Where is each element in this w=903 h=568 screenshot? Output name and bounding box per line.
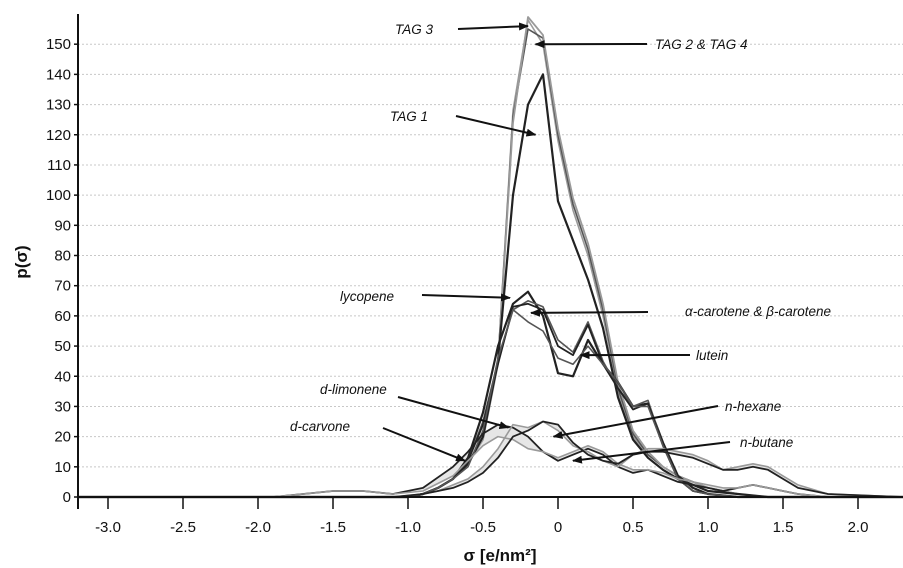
y-tick-label: 100 <box>46 187 71 204</box>
x-tick-label: -0.5 <box>470 519 496 536</box>
annotation-label: α-carotene & β-carotene <box>685 304 831 319</box>
x-tick-label: -1.0 <box>395 519 421 536</box>
y-tick-label: 40 <box>54 368 71 385</box>
x-tick-label: 0 <box>554 519 562 536</box>
annotation-arrow <box>552 405 719 439</box>
series-line <box>78 420 903 498</box>
x-tick-label: 1.5 <box>773 519 794 536</box>
annotation-label: TAG 1 <box>390 109 428 124</box>
y-tick-label: 30 <box>54 398 71 415</box>
annotation-label: d-carvone <box>290 419 350 434</box>
x-tick-label: 2.0 <box>848 519 869 536</box>
annotation-arrow <box>397 396 510 430</box>
annotation-label: n-hexane <box>725 399 781 414</box>
annotation-label: TAG 3 <box>395 22 434 37</box>
y-tick-label: 150 <box>46 36 71 53</box>
series-line <box>78 16 903 498</box>
y-tick-label: 50 <box>54 338 71 355</box>
y-tick-label: 20 <box>54 429 71 446</box>
annotation-label: d-limonene <box>320 382 387 397</box>
y-axis-label: p(σ) <box>12 245 31 278</box>
y-tick-label: 140 <box>46 66 71 83</box>
y-tick-label: 60 <box>54 308 71 325</box>
annotation-arrow <box>382 427 466 462</box>
shaded-band <box>78 421 903 497</box>
x-tick-label: -2.0 <box>245 519 271 536</box>
y-tick-label: 80 <box>54 248 71 265</box>
y-tick-label: 90 <box>54 217 71 234</box>
annotation-arrow <box>455 115 537 137</box>
shaded-band-layer <box>78 421 903 497</box>
y-tick-label: 0 <box>63 489 71 506</box>
shaded-band <box>78 424 903 497</box>
annotation-arrow <box>421 293 511 302</box>
annotation-arrow <box>457 22 529 31</box>
annotation-label: lycopene <box>340 289 394 304</box>
annotation-label: lutein <box>696 348 728 363</box>
annotation-arrow <box>572 441 731 464</box>
x-axis-label: σ [e/nm²] <box>463 546 536 565</box>
annotation-label: n-butane <box>740 435 793 450</box>
x-tick-label: -1.5 <box>320 519 346 536</box>
series-line <box>78 28 903 498</box>
axes: 0 10 20 30 40 50 60 70 80 90 100 110 120 130 140 150 -3.… <box>46 14 903 536</box>
series-line <box>78 19 903 498</box>
x-tick-label: -2.5 <box>170 519 196 536</box>
x-tick-label: 1.0 <box>698 519 719 536</box>
series-line <box>78 435 903 498</box>
series-line <box>78 420 903 498</box>
annotation-label: TAG 2 & TAG 4 <box>655 37 748 52</box>
y-tick-label: 10 <box>54 459 71 476</box>
y-tick-label: 70 <box>54 278 71 295</box>
x-tick-label: -3.0 <box>95 519 121 536</box>
y-tick-label: 130 <box>46 97 71 114</box>
x-tick-label: 0.5 <box>623 519 644 536</box>
annotation-layer: TAG 3 TAG 2 & TAG 4 TAG 1 lycopene α-caroten… <box>290 22 831 464</box>
y-tick-label: 110 <box>47 157 71 174</box>
series-layer <box>78 16 903 499</box>
y-tick-label: 120 <box>46 127 71 144</box>
annotation-arrow <box>530 308 649 317</box>
